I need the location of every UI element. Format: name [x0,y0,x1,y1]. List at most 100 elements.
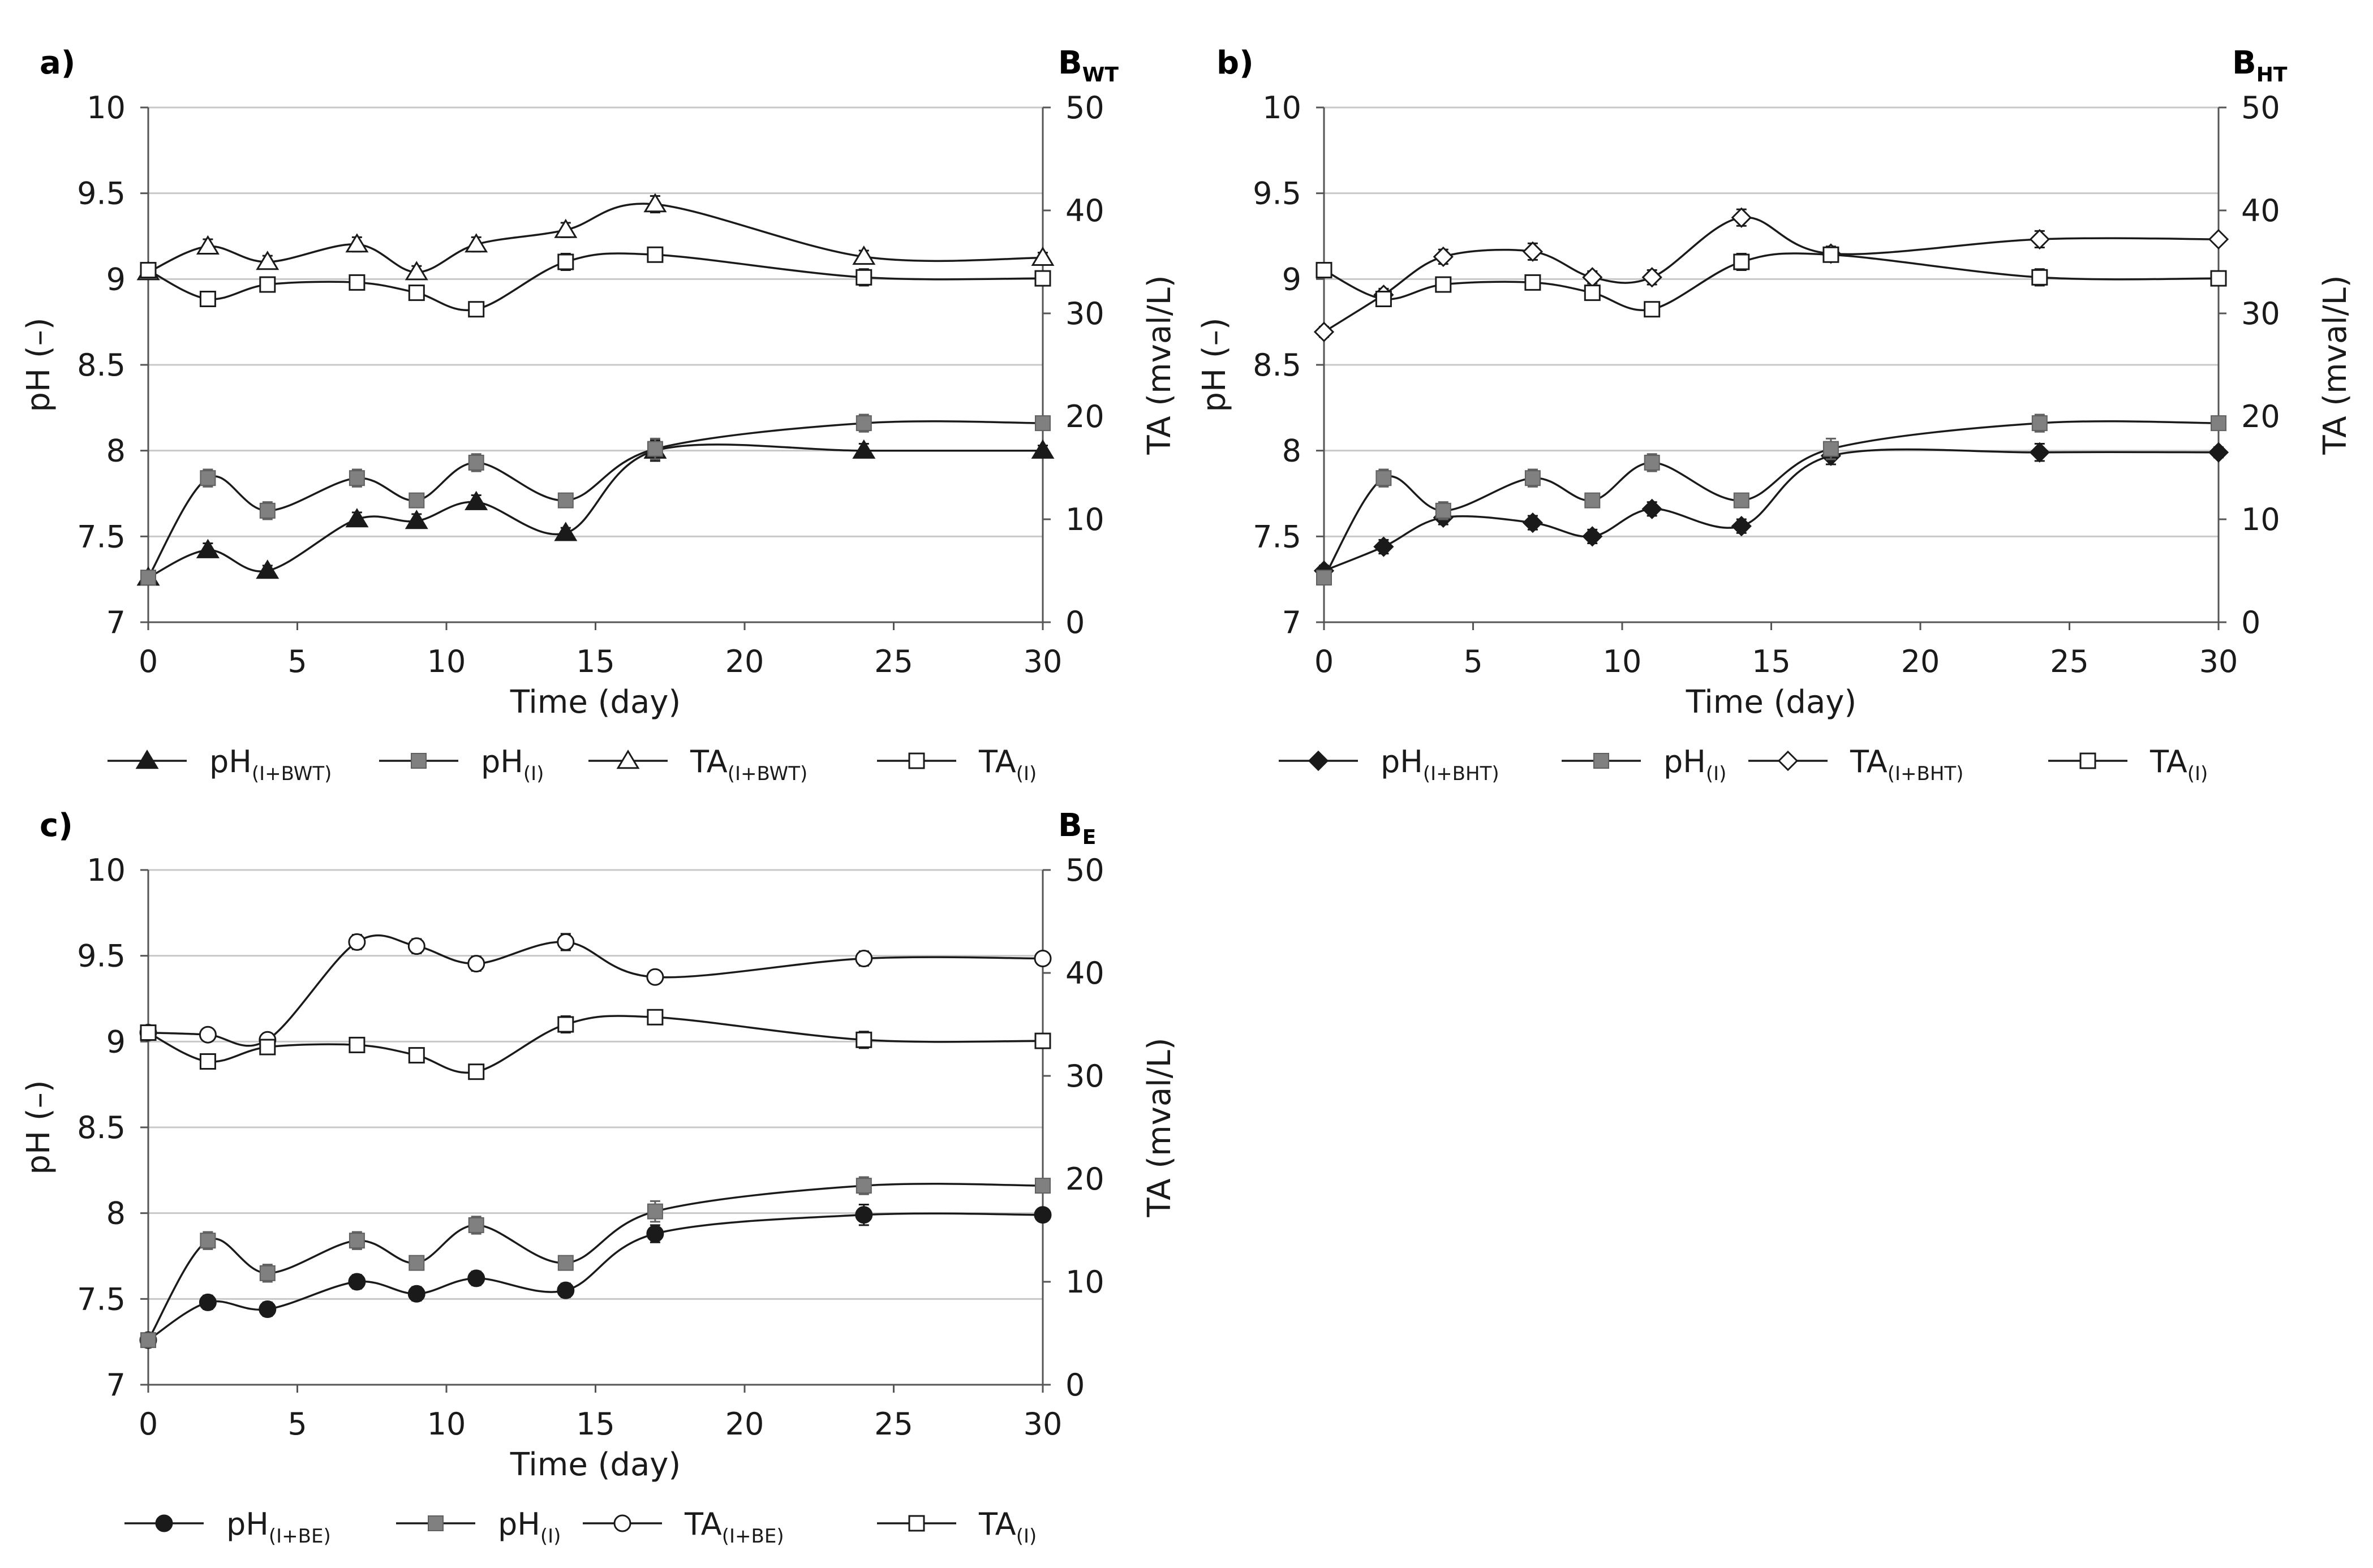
series-line [1323,420,2219,579]
data-point [259,1300,277,1319]
data-point [1313,321,1335,342]
data-point [349,1233,365,1249]
legend-marker [613,1514,631,1532]
legend-marker [411,753,427,769]
legend-marker [1593,753,1609,769]
data-point [409,1255,425,1271]
data-point [1644,454,1660,471]
data-point [1731,515,1752,537]
data-point [1644,301,1661,318]
data-point [1034,1032,1051,1049]
y-tick-label: 8 [1282,433,1301,469]
legend-marker [908,752,925,769]
data-point [1731,207,1752,228]
corner-label: BWT [1058,45,1119,87]
data-point [1034,950,1052,968]
y2-axis-title: TA (mval/L) [2317,275,2354,455]
data-point [259,1039,276,1056]
y-tick-label: 8.5 [1253,347,1301,383]
x-tick-label: 25 [2050,644,2089,679]
data-point [856,1031,872,1048]
data-point [554,218,578,238]
data-point [2029,442,2050,463]
data-point [200,1233,216,1249]
x-tick-label: 10 [1603,644,1642,679]
data-point [1031,439,1055,459]
legend-marker [908,1515,925,1532]
x-axis-title: Time (day) [510,1446,681,1483]
series-line [148,443,1043,579]
data-point [468,454,484,471]
data-point [1584,285,1601,301]
data-point [196,539,220,558]
x-tick-label: 30 [1024,1406,1063,1442]
data-point [1034,270,1051,287]
panel-label: c) [40,807,73,844]
data-point [1522,241,1544,262]
data-point [140,570,156,586]
data-point [647,441,663,457]
legend-label: pH(I) [1663,744,1726,785]
legend-item: TA(I+BHT) [1748,744,1963,785]
series-line [147,420,1043,579]
data-point [1641,498,1662,519]
data-point [557,1016,574,1033]
legend-item: TA(I+BWT) [588,744,807,785]
y2-tick-label: 40 [1065,955,1104,991]
series-line [1323,216,2219,333]
data-point [1733,492,1749,509]
data-point [140,262,157,279]
y-tick-label: 8 [106,433,126,469]
data-point [647,1203,663,1220]
series-ph-1 [140,1176,1051,1349]
data-point [140,1024,157,1041]
data-point [2029,229,2050,250]
y2-tick-label: 20 [1065,1161,1104,1197]
y2-axis-title: TA (mval/L) [1141,275,1178,455]
data-point [1316,262,1332,279]
legend-item: pH(I) [1562,744,1726,785]
data-point [1822,441,1839,457]
y2-tick-label: 10 [2241,502,2280,537]
data-point [408,285,425,301]
legend-item: TA(I) [2048,744,2208,785]
data-point [646,968,664,986]
series-ta-2 [1313,207,2229,342]
data-point [557,1281,575,1299]
data-point [1524,274,1541,291]
data-point [1822,246,1839,263]
y-tick-label: 10 [1262,90,1301,126]
legend: pH(I+BHT) pH(I) TA(I+BHT) TA(I) [1279,744,2208,785]
series-line [148,934,1043,1047]
data-point [2208,442,2229,463]
data-point [407,1285,425,1303]
corner-label: BE [1058,807,1096,849]
y-tick-label: 7 [106,605,126,640]
legend-label: pH(I) [481,744,544,785]
data-point [468,301,485,318]
chart-panel-1: 7 7.5 8 8.5 9 9.5 10 0 10 20 30 40 50 0 5 10 15 20 25 30 Tim… [20,45,1178,785]
legend-item: TA(I+BE) [583,1506,784,1548]
data-point [2210,270,2227,287]
data-point [1584,492,1601,509]
y2-axis-title: TA (mval/L) [1141,1037,1178,1217]
data-point [557,1255,574,1271]
y2-tick-label: 10 [1065,1264,1104,1300]
legend-item: TA(I) [877,744,1037,785]
data-point [199,291,216,308]
data-point [1433,246,1454,268]
data-point [468,1217,484,1233]
chart-panel-3: 7 7.5 8 8.5 9 9.5 10 0 10 20 30 40 50 0 5 10 15 20 25 30 Tim… [20,807,1178,1548]
data-point [468,1063,485,1080]
y-tick-label: 9.5 [77,176,126,212]
data-point [1316,570,1332,586]
y-tick-label: 9.5 [1253,176,1301,212]
legend-label: TA(I) [978,1506,1037,1548]
data-point [852,245,876,265]
data-point [1435,276,1452,293]
legend-label: TA(I) [2150,744,2208,785]
y2-tick-label: 10 [1065,502,1104,537]
data-point [856,269,872,286]
data-point [643,193,667,213]
data-point [1375,470,1392,486]
